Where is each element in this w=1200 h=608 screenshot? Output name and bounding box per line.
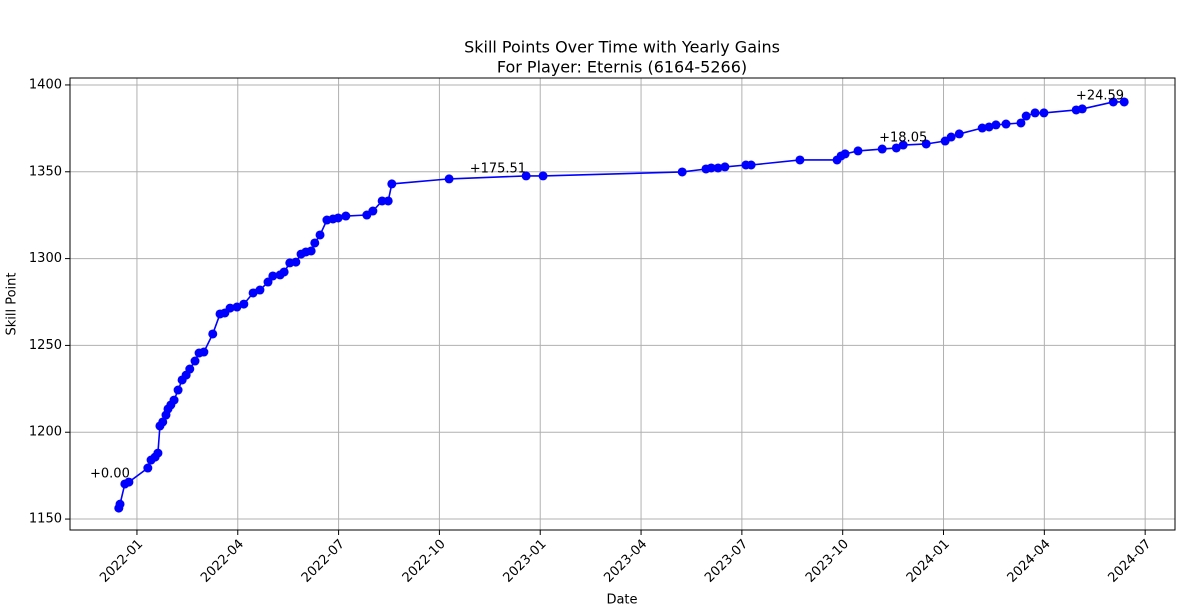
point xyxy=(706,163,716,173)
point xyxy=(1119,97,1129,107)
point xyxy=(263,277,273,287)
x-tick-label: 2024-07 xyxy=(1105,537,1154,586)
y-tick-label: 1150 xyxy=(29,512,62,527)
point xyxy=(291,257,301,267)
point xyxy=(921,139,931,149)
point xyxy=(143,463,153,473)
chart-title: Skill Points Over Time with Yearly Gains xyxy=(464,38,780,57)
x-tick-label: 2023-01 xyxy=(501,537,550,586)
point xyxy=(977,123,987,133)
point xyxy=(538,171,548,181)
point xyxy=(1108,97,1118,107)
x-tick-label: 2023-07 xyxy=(702,537,751,586)
point xyxy=(1021,111,1031,121)
point xyxy=(840,149,850,159)
point xyxy=(746,160,756,170)
point xyxy=(239,299,249,309)
point xyxy=(306,246,316,256)
point xyxy=(173,385,183,395)
point xyxy=(713,163,723,173)
point xyxy=(387,179,397,189)
point xyxy=(877,144,887,154)
point xyxy=(279,267,289,277)
point xyxy=(444,174,454,184)
point xyxy=(208,329,218,339)
x-axis-label: Date xyxy=(606,593,637,608)
annotation: +175.51 xyxy=(470,161,526,176)
point xyxy=(199,347,209,357)
point xyxy=(1030,108,1040,118)
y-tick-label: 1400 xyxy=(29,77,62,92)
y-axis-label: Skill Point xyxy=(5,272,20,335)
point xyxy=(124,477,134,487)
point xyxy=(315,230,325,240)
point xyxy=(984,122,994,132)
point xyxy=(232,302,242,312)
y-tick-label: 1350 xyxy=(29,164,62,179)
point xyxy=(991,120,1001,130)
point xyxy=(225,303,235,313)
series-line xyxy=(118,101,1125,509)
point xyxy=(169,395,179,405)
point xyxy=(1001,119,1011,129)
point xyxy=(255,285,265,295)
point xyxy=(115,499,125,509)
x-tick-label: 2024-01 xyxy=(904,537,953,586)
point xyxy=(853,146,863,156)
y-tick-label: 1250 xyxy=(29,338,62,353)
plot-frame xyxy=(69,77,1176,531)
point xyxy=(190,356,200,366)
point xyxy=(248,288,258,298)
point xyxy=(1039,108,1049,118)
point xyxy=(268,271,278,281)
x-tick-label: 2022-07 xyxy=(299,537,348,586)
point xyxy=(158,417,168,427)
x-tick-label: 2023-10 xyxy=(803,537,852,586)
point xyxy=(185,364,195,374)
point xyxy=(898,140,908,150)
point xyxy=(677,167,687,177)
annotation: +0.00 xyxy=(90,467,130,482)
point xyxy=(153,448,163,458)
point xyxy=(368,206,378,216)
annotation: +24.59 xyxy=(1076,88,1124,103)
point xyxy=(310,238,320,248)
annotation: +18.05 xyxy=(879,130,927,145)
point xyxy=(1016,118,1026,128)
point xyxy=(954,129,964,139)
point xyxy=(795,155,805,165)
y-tick-label: 1200 xyxy=(29,425,62,440)
x-tick-label: 2022-04 xyxy=(198,537,247,586)
point xyxy=(720,162,730,172)
point xyxy=(521,171,531,181)
x-tick-label: 2024-04 xyxy=(1005,537,1054,586)
chart-subtitle: For Player: Eternis (6164-5266) xyxy=(497,58,747,77)
point xyxy=(891,143,901,153)
point xyxy=(333,213,343,223)
point xyxy=(341,211,351,221)
x-tick-label: 2022-01 xyxy=(97,537,146,586)
point xyxy=(1077,104,1087,114)
point xyxy=(383,196,393,206)
y-tick-label: 1300 xyxy=(29,251,62,266)
x-tick-label: 2023-04 xyxy=(601,537,650,586)
x-tick-label: 2022-10 xyxy=(400,537,449,586)
point xyxy=(946,132,956,142)
